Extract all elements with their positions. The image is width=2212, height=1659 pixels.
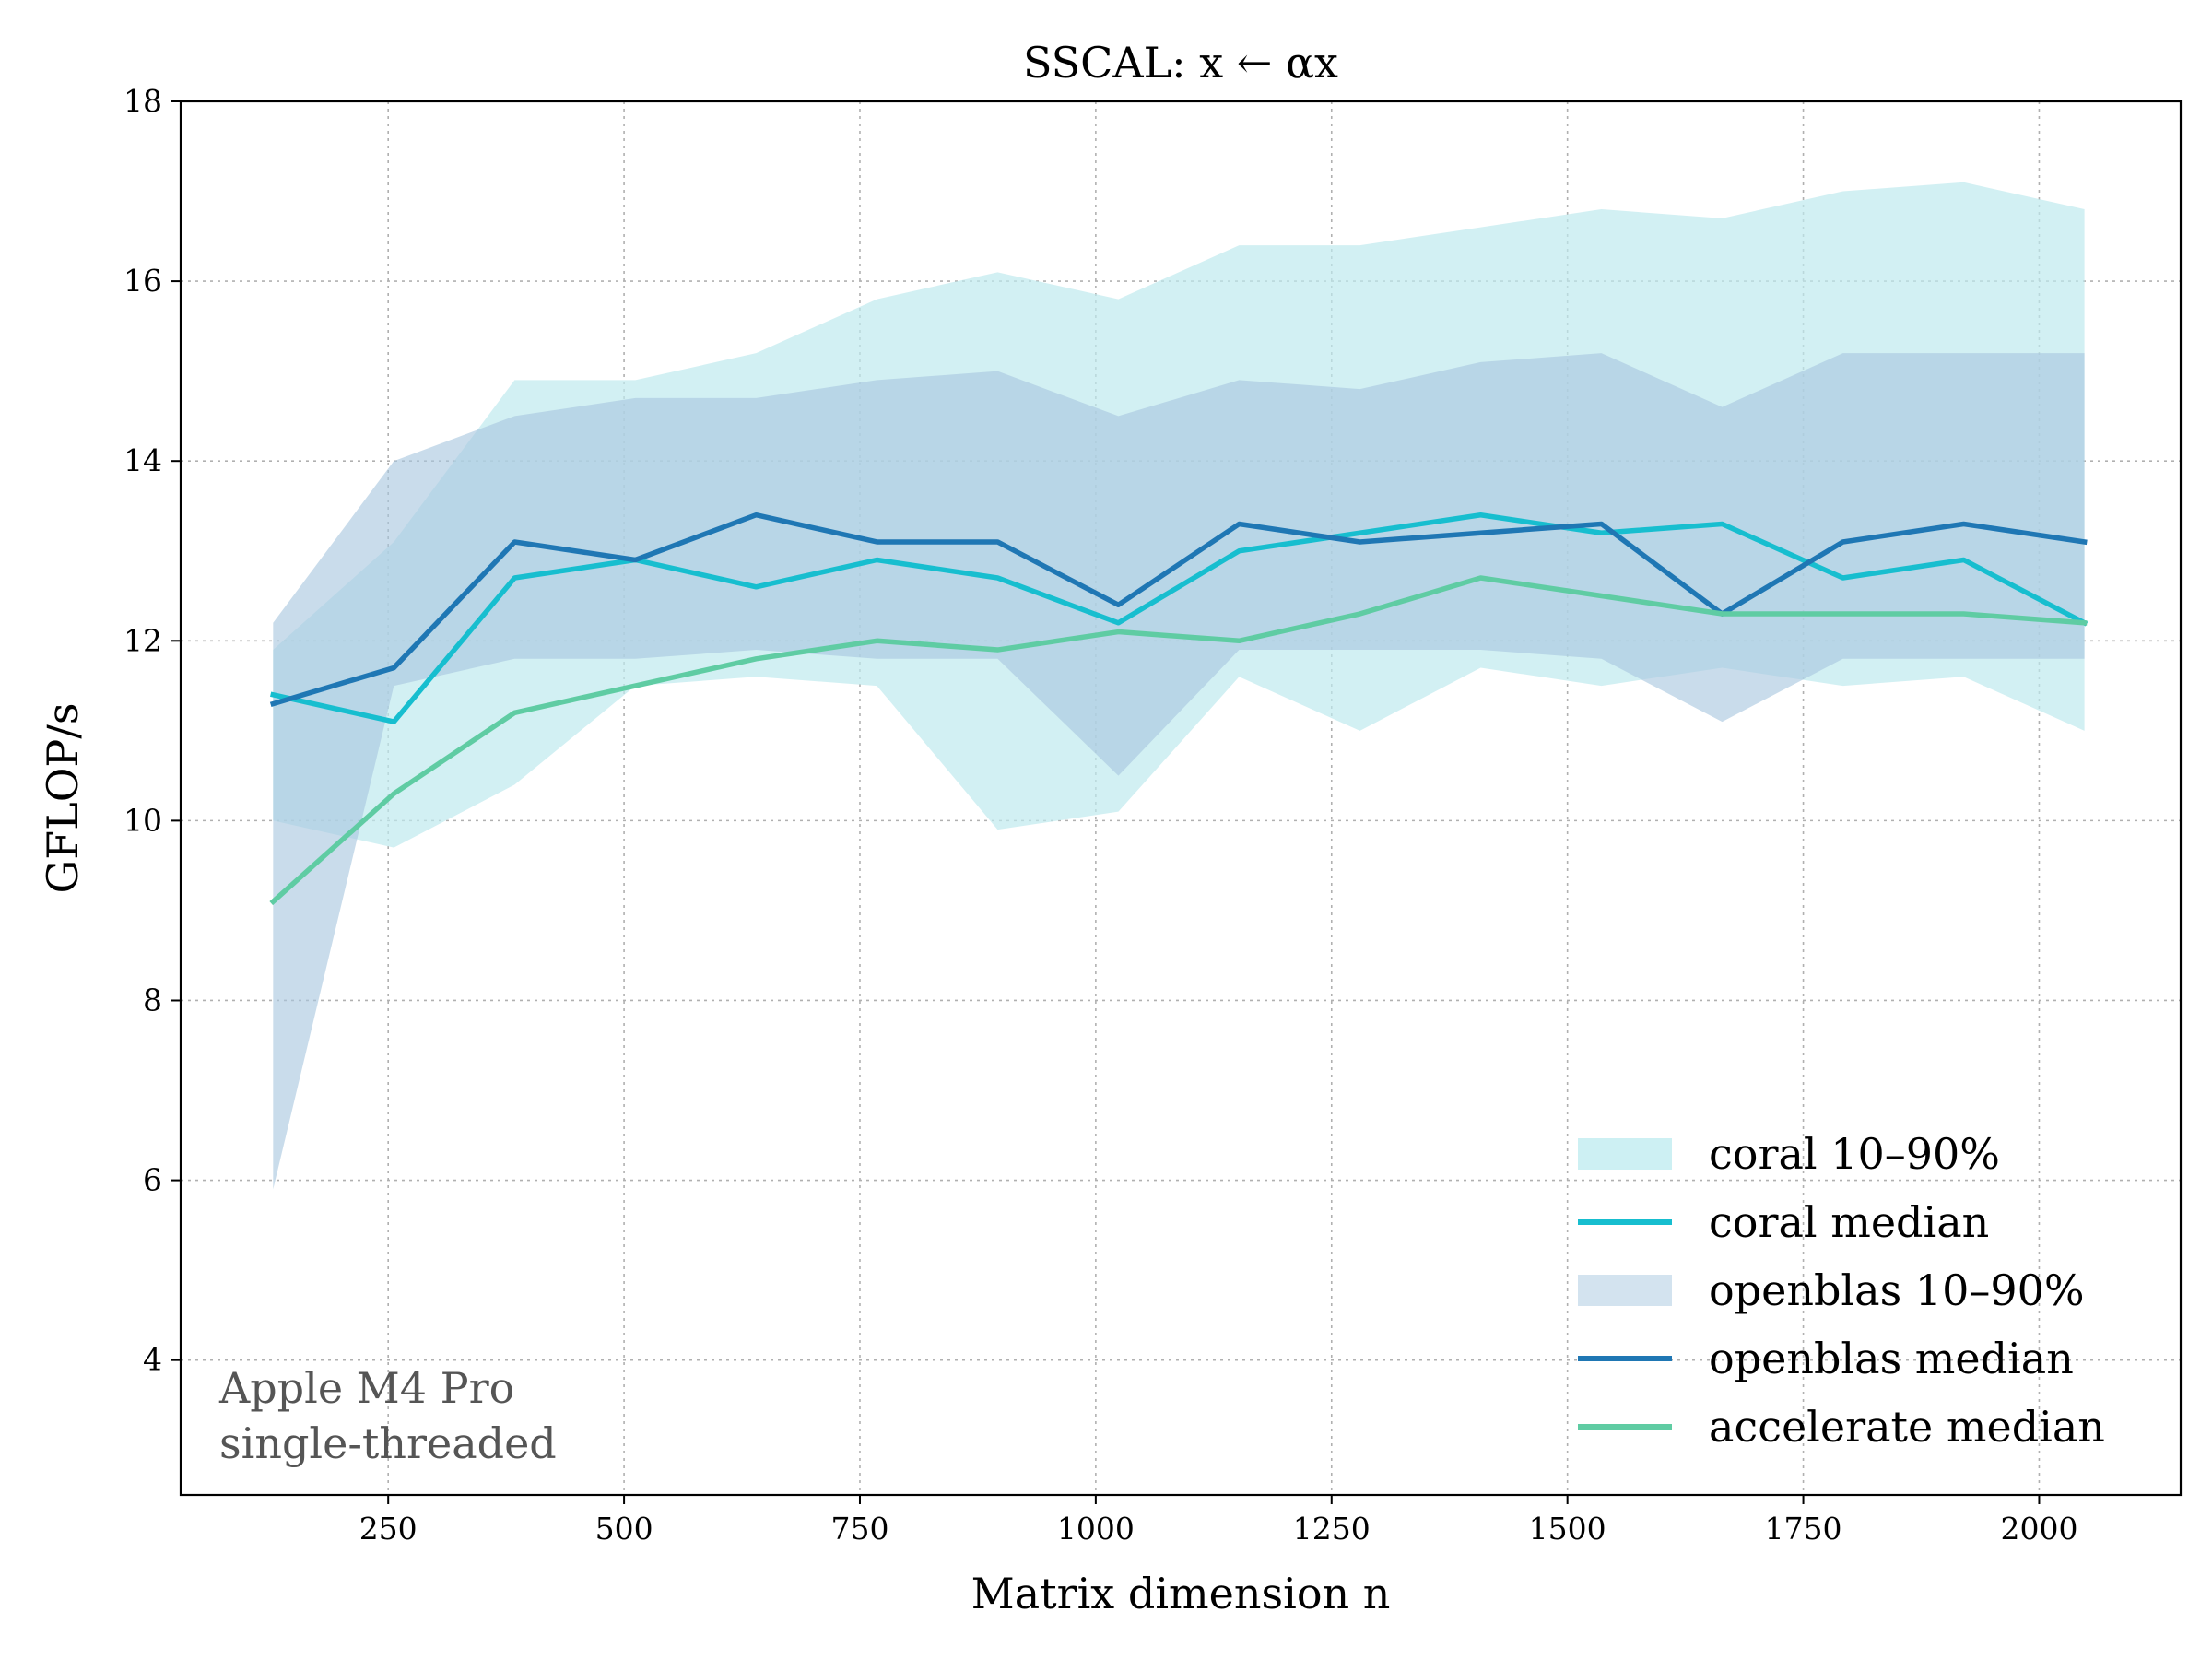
x-axis-label: Matrix dimension n	[971, 1569, 1391, 1618]
x-tick-label: 2000	[2000, 1511, 2077, 1547]
y-tick-label: 4	[143, 1342, 162, 1378]
chart-title: SSCAL: x ← αx	[1023, 38, 1338, 88]
x-tick-label: 750	[830, 1511, 888, 1547]
y-axis-label: GFLOP/s	[38, 703, 88, 894]
y-axis-ticks: 4 6 8 10 12 14 16 18	[124, 83, 181, 1378]
legend-swatch-0	[1578, 1138, 1672, 1170]
series-line-2	[269, 575, 2088, 906]
x-axis-ticks: 250 500 750 1000 1250 1500 1750 2000	[359, 1495, 2077, 1547]
x-tick-label: 1250	[1293, 1511, 1371, 1547]
legend-swatch-2	[1578, 1275, 1672, 1306]
x-tick-label: 500	[595, 1511, 653, 1547]
percentile-bands	[273, 182, 2085, 1190]
y-tick-label: 16	[124, 263, 162, 299]
legend-label-0: coral 10–90%	[1709, 1129, 2000, 1179]
hardware-note-line-1: Apple M4 Pro	[218, 1363, 514, 1413]
x-tick-label: 250	[359, 1511, 418, 1547]
legend: coral 10–90% coral median openblas 10–90% o…	[1578, 1129, 2105, 1452]
series-line-0	[270, 512, 2088, 724]
x-tick-label: 1750	[1765, 1511, 1842, 1547]
legend-label-2: openblas 10–90%	[1709, 1265, 2085, 1315]
legend-label-3: openblas median	[1709, 1334, 2074, 1383]
x-tick-label: 1500	[1529, 1511, 1606, 1547]
hardware-note-line-2: single-threaded	[219, 1418, 557, 1468]
y-tick-label: 12	[124, 622, 162, 658]
y-tick-label: 14	[124, 442, 162, 478]
y-tick-label: 18	[124, 83, 162, 119]
y-tick-label: 10	[124, 802, 162, 838]
band-1	[273, 353, 2085, 1190]
y-tick-label: 8	[143, 982, 162, 1018]
legend-label-4: accelerate median	[1709, 1402, 2105, 1452]
median-lines	[269, 512, 2088, 906]
plot-frame	[179, 100, 2183, 1497]
series-line-1	[269, 512, 2088, 707]
x-tick-label: 1000	[1057, 1511, 1135, 1547]
legend-label-1: coral median	[1709, 1197, 1989, 1247]
y-tick-label: 6	[143, 1162, 162, 1198]
